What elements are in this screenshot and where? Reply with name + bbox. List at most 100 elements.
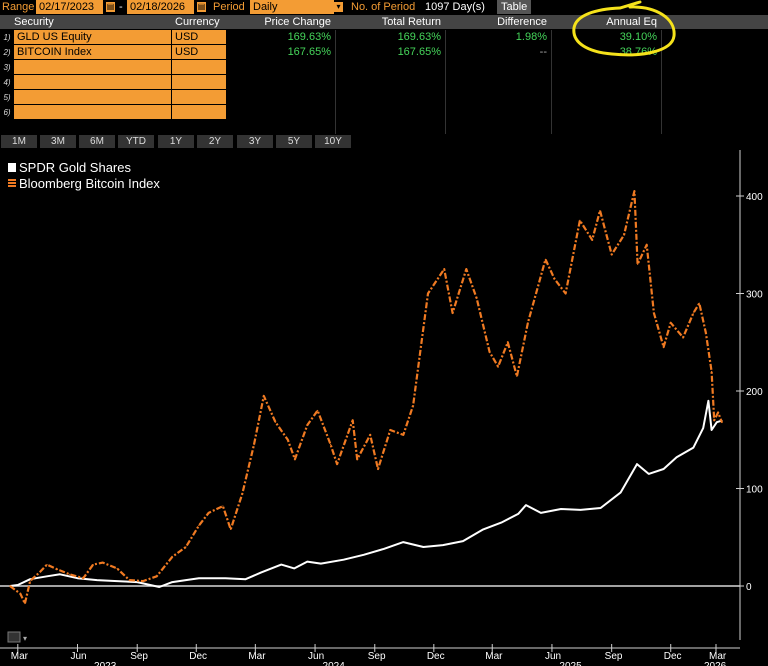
period-3m-button[interactable]: 3M [40,135,76,148]
data-point [452,312,454,314]
y-tick-label: 100 [746,485,763,496]
data-point [427,292,429,295]
end-date-field[interactable]: 02/18/2026 [127,0,194,14]
data-point [579,219,581,221]
legend-item-bitcoin[interactable]: Bloomberg Bitcoin Index [6,176,160,192]
currency-cell[interactable]: USD [172,30,226,44]
data-point [402,541,404,543]
period-1m-button[interactable]: 1M [1,135,37,148]
row-number: 1) [3,33,11,42]
data-point [46,563,48,566]
data-point [198,524,200,527]
period-5y-button[interactable]: 5Y [276,135,312,148]
data-point [336,463,338,465]
difference-cell: -- [539,46,547,58]
securities-table: Security Currency Price Change Total Ret… [0,15,768,134]
header-difference[interactable]: Difference [445,15,551,29]
legend-item-gold[interactable]: SPDR Gold Shares [6,160,160,176]
data-point [670,322,672,324]
period-select[interactable]: Daily [250,0,334,14]
security-cell[interactable] [14,75,171,89]
currency-cell[interactable] [172,90,226,104]
data-point [56,568,58,571]
data-point [260,571,262,573]
data-point [96,579,98,581]
security-cell[interactable] [14,60,171,74]
chart-type-icon[interactable] [7,631,21,643]
data-point [158,586,160,588]
security-cell[interactable]: BITCOIN Index [14,45,171,59]
data-point [92,563,94,566]
security-cell[interactable] [14,105,171,119]
price-change-cell: 167.65% [287,46,331,58]
data-point [653,312,655,314]
row-number: 4) [3,78,11,87]
x-tick-label: Sep [605,651,623,662]
security-cell[interactable]: GLD US Equity [14,30,171,44]
chevron-down-icon[interactable]: ▾ [334,2,343,12]
header-currency[interactable]: Currency [172,15,227,29]
data-point [716,421,718,423]
data-point [245,578,247,580]
x-year-label: 2024 [323,661,346,666]
security-cell[interactable] [14,90,171,104]
data-point [692,446,695,449]
header-security[interactable]: Security [0,15,172,29]
annual-eq-cell: 39.10% [619,31,657,43]
data-point [553,278,556,280]
period-3y-button[interactable]: 3Y [237,135,273,148]
table-button[interactable]: Table [497,0,532,14]
period-ytd-button[interactable]: YTD [118,135,154,148]
data-point [564,292,567,295]
table-row[interactable]: 1) GLD US Equity USD 169.63% 169.63% 1.9… [0,30,768,45]
data-point [675,456,678,458]
num-period-value: 1097 Day(s) [425,1,485,13]
data-point [102,562,104,564]
row-number: 5) [3,93,11,102]
x-tick-label: Sep [368,651,386,662]
start-date-field[interactable]: 02/17/2023 [36,0,103,14]
data-point [544,258,547,260]
data-point [377,468,379,470]
table-row[interactable]: 5) [0,90,768,105]
data-point [637,263,639,265]
period-1y-button[interactable]: 1Y [158,135,194,148]
header-total-return[interactable]: Total Return [335,15,445,29]
table-row[interactable]: 4) [0,75,768,90]
table-row[interactable]: 3) [0,60,768,75]
range-label: Range [2,1,35,13]
data-point [717,411,719,414]
data-point [156,575,158,577]
chevron-down-icon[interactable]: ▾ [23,634,27,643]
date-separator: - [119,1,123,13]
price-change-cell: 169.63% [287,31,331,43]
end-calendar-icon[interactable]: ▤ [197,2,206,12]
data-point [19,593,21,595]
data-point [356,458,358,460]
table-row[interactable]: 6) [0,105,768,120]
currency-cell[interactable] [172,105,226,119]
data-point [540,512,542,514]
currency-cell[interactable]: USD [172,45,226,59]
table-row[interactable]: 2) BITCOIN Index USD 167.65% 167.65% -- … [0,45,768,60]
data-point [253,444,255,446]
header-price-change[interactable]: Price Change [227,15,335,29]
data-point [171,556,173,558]
data-point [317,409,319,412]
data-point [287,439,289,441]
data-point [591,239,593,241]
currency-cell[interactable] [172,75,226,89]
data-point [343,559,345,561]
header-annual-eq[interactable]: Annual Eq [551,15,661,29]
x-year-label: 2023 [94,661,117,666]
data-point [369,434,371,436]
data-point [611,253,613,256]
currency-cell[interactable] [172,60,226,74]
data-point [263,395,265,397]
start-calendar-icon[interactable]: ▤ [106,2,115,12]
period-2y-button[interactable]: 2Y [197,135,233,148]
data-point [352,419,354,421]
period-10y-button[interactable]: 10Y [315,135,351,148]
data-point [306,424,308,426]
period-6m-button[interactable]: 6M [79,135,115,148]
